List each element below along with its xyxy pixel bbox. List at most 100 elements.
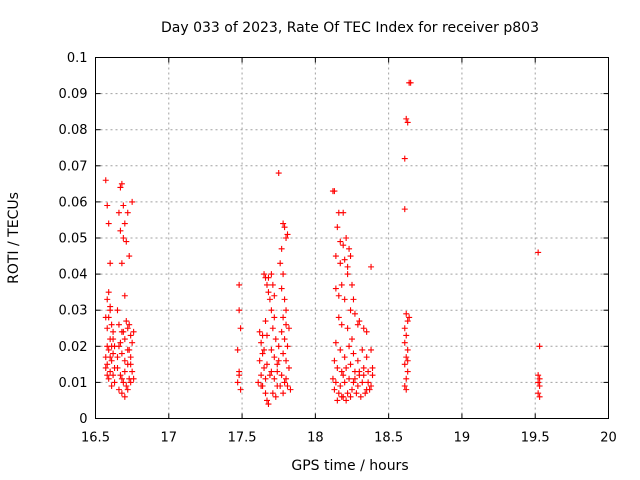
data-point [107,307,114,314]
data-point [335,314,342,321]
data-point [269,390,276,397]
data-point [354,357,361,364]
x-tick-label: 16.5 [81,431,110,446]
data-point [263,397,270,404]
data-point [129,368,136,375]
data-point [359,379,366,386]
data-point [403,386,410,393]
data-point [102,177,109,184]
data-point [332,379,339,386]
data-point [121,357,128,364]
x-tick-label: 19 [454,431,471,446]
data-point [114,307,121,314]
y-tick-label: 0.07 [59,159,88,174]
x-tick-label: 18 [307,431,324,446]
data-point [261,346,268,353]
data-point [111,379,118,386]
x-axis-label: GPS time / hours [291,458,408,474]
data-point [280,390,287,397]
data-point [271,314,278,321]
data-point [108,343,115,350]
data-point [401,325,408,332]
data-point [277,260,284,267]
data-point [271,375,278,382]
data-point [401,155,408,162]
data-point [331,386,338,393]
data-point [105,375,112,382]
data-point [121,368,128,375]
data-point [359,346,366,353]
data-point [344,390,351,397]
x-tick-label: 18.5 [374,431,403,446]
data-point [347,307,354,314]
data-point [344,263,351,270]
data-point [263,332,270,339]
data-point [262,375,269,382]
data-point [344,325,351,332]
data-point [365,379,372,386]
data-point [334,397,341,404]
data-point [272,393,279,400]
data-point [281,296,288,303]
data-point [271,354,278,361]
data-point [351,375,358,382]
data-point [535,390,542,397]
data-point [126,321,133,328]
x-tick-label: 19.5 [521,431,550,446]
data-point [280,271,287,278]
data-point [117,339,124,346]
data-point [284,343,291,350]
data-point [287,386,294,393]
data-point [118,350,125,357]
y-tick-label: 0.04 [59,268,88,283]
data-point [360,372,367,379]
data-point [332,285,339,292]
data-point [349,281,355,288]
y-tick-label: 0.1 [67,51,88,66]
data-point [107,354,114,361]
data-point [343,397,350,404]
data-point [266,296,273,303]
data-point [262,318,269,325]
data-point [347,393,354,400]
y-tick-label: 0.08 [59,123,88,138]
data-point [278,245,285,252]
data-point [337,346,344,353]
y-tick-label: 0 [79,412,87,427]
data-point [275,170,282,177]
data-point [535,372,542,379]
data-point [256,357,263,364]
data-point [343,235,350,241]
data-point [117,227,124,234]
data-point [258,372,265,379]
data-point [278,328,285,335]
data-point [261,271,268,278]
data-point [281,336,288,343]
data-point [536,393,543,400]
x-tick-label: 17.5 [228,431,257,446]
data-point [256,328,263,335]
data-point [120,328,127,335]
data-point [263,281,270,288]
data-point [338,393,345,400]
data-point [110,372,117,379]
data-point [334,364,341,371]
data-point [369,364,376,371]
data-point [404,357,411,364]
data-point [237,325,244,332]
data-point [332,339,339,346]
y-tick-label: 0.06 [59,195,88,210]
data-point [284,383,291,390]
data-point [268,307,275,314]
data-point [274,361,281,368]
x-tick-label: 20 [600,431,617,446]
data-point [331,357,338,364]
data-points [102,79,543,408]
data-point [360,325,367,332]
data-point [275,357,282,364]
data-point [285,364,292,371]
data-point [403,115,410,122]
data-point [349,386,355,393]
data-point [124,386,131,393]
data-point [368,383,375,390]
